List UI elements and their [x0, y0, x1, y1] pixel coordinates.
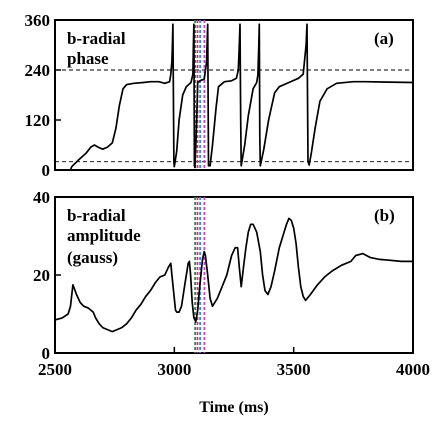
annotation-label-a-line2: phase: [67, 49, 109, 68]
x-tick-label-0: 2500: [38, 360, 72, 379]
y-tick-label-a-0: 0: [42, 161, 51, 180]
x-axis-label: Time (ms): [199, 399, 268, 416]
panel-b-marker-lines: [194, 197, 206, 353]
panel-b: 0 20 40 2500 3000 3500 4000 b-radial amplitud…: [33, 188, 430, 416]
annotation-label-b-line1: b-radial: [67, 206, 126, 225]
annotation-label-b-line3: (gauss): [67, 248, 118, 267]
y-tick-label-a-3: 360: [25, 11, 51, 30]
panel-b-x-ticks: 2500 3000 3500 4000: [38, 347, 430, 379]
x-tick-label-1: 3000: [157, 360, 191, 379]
panel-a: 0 120 240 360 b-radial phase (a): [25, 11, 414, 180]
x-tick-label-3: 4000: [396, 360, 430, 379]
phase-trace: [55, 23, 414, 171]
y-tick-label-b-2: 40: [33, 188, 50, 207]
y-tick-label-b-0: 0: [42, 344, 51, 363]
annotation-label-a-line1: b-radial: [67, 29, 126, 48]
panel-b-tag: (b): [374, 206, 395, 225]
x-tick-label-2: 3500: [277, 360, 311, 379]
annotation-label-b-line2: amplitude: [67, 226, 141, 245]
panel-a-y-ticks: 0 120 240 360: [25, 11, 61, 180]
y-tick-label-b-1: 20: [33, 266, 50, 285]
y-tick-label-a-2: 240: [25, 61, 51, 80]
panel-b-y-ticks: 0 20 40: [33, 188, 61, 363]
panel-a-tag: (a): [374, 29, 394, 48]
panel-a-reference-lines: [55, 69, 413, 163]
panel-a-frame: [54, 19, 414, 171]
y-tick-label-a-1: 120: [25, 111, 51, 130]
amplitude-trace: [54, 217, 413, 333]
